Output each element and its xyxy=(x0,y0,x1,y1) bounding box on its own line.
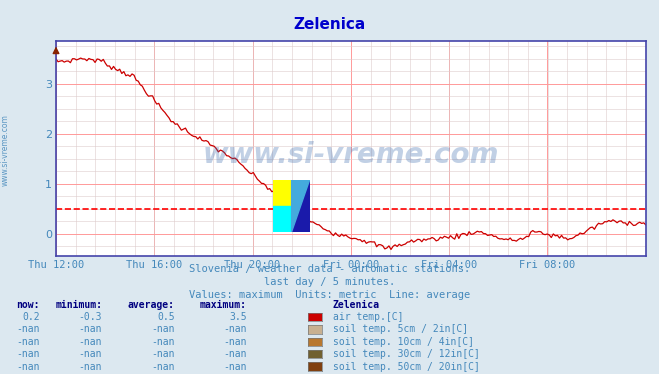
Polygon shape xyxy=(291,180,310,232)
Text: 0.5: 0.5 xyxy=(157,312,175,322)
Text: soil temp. 10cm / 4in[C]: soil temp. 10cm / 4in[C] xyxy=(333,337,474,347)
Text: -nan: -nan xyxy=(223,325,247,334)
Text: -nan: -nan xyxy=(78,362,102,371)
Text: -0.3: -0.3 xyxy=(78,312,102,322)
Text: air temp.[C]: air temp.[C] xyxy=(333,312,403,322)
Text: -nan: -nan xyxy=(223,362,247,371)
Text: -nan: -nan xyxy=(151,325,175,334)
Text: last day / 5 minutes.: last day / 5 minutes. xyxy=(264,277,395,287)
Text: now:: now: xyxy=(16,300,40,310)
Text: www.si-vreme.com: www.si-vreme.com xyxy=(203,141,499,169)
Text: -nan: -nan xyxy=(16,349,40,359)
Text: soil temp. 50cm / 20in[C]: soil temp. 50cm / 20in[C] xyxy=(333,362,480,371)
Text: -nan: -nan xyxy=(151,362,175,371)
Text: -nan: -nan xyxy=(151,349,175,359)
Text: -nan: -nan xyxy=(16,325,40,334)
Text: Zelenica: Zelenica xyxy=(333,300,380,310)
Text: average:: average: xyxy=(128,300,175,310)
Text: -nan: -nan xyxy=(16,337,40,347)
Text: -nan: -nan xyxy=(16,362,40,371)
Text: soil temp. 30cm / 12in[C]: soil temp. 30cm / 12in[C] xyxy=(333,349,480,359)
Text: -nan: -nan xyxy=(78,325,102,334)
Text: www.si-vreme.com: www.si-vreme.com xyxy=(1,114,10,186)
Text: -nan: -nan xyxy=(223,337,247,347)
Text: minimum:: minimum: xyxy=(55,300,102,310)
Text: Values: maximum  Units: metric  Line: average: Values: maximum Units: metric Line: aver… xyxy=(189,290,470,300)
Text: soil temp. 5cm / 2in[C]: soil temp. 5cm / 2in[C] xyxy=(333,325,468,334)
Text: -nan: -nan xyxy=(78,337,102,347)
Text: -nan: -nan xyxy=(78,349,102,359)
Text: Slovenia / weather data - automatic stations.: Slovenia / weather data - automatic stat… xyxy=(189,264,470,274)
Text: -nan: -nan xyxy=(223,349,247,359)
Text: 3.5: 3.5 xyxy=(229,312,247,322)
Text: maximum:: maximum: xyxy=(200,300,247,310)
Bar xyxy=(273,180,291,206)
Bar xyxy=(273,206,291,232)
Bar xyxy=(291,180,310,232)
Text: 0.2: 0.2 xyxy=(22,312,40,322)
Text: -nan: -nan xyxy=(151,337,175,347)
Text: Zelenica: Zelenica xyxy=(293,17,366,32)
